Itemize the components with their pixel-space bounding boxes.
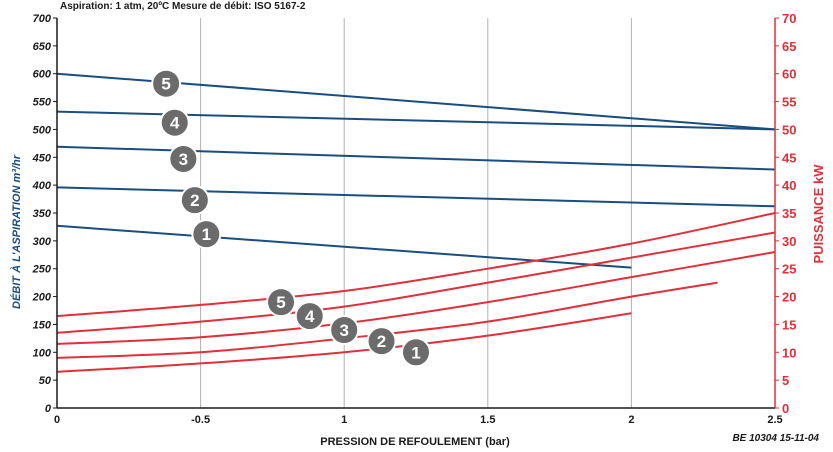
power-lines [56,212,776,373]
right-tick-label: 20 [782,290,796,305]
power-series-badge-5: 5 [266,287,297,318]
left-tick-label: 500 [33,124,52,136]
flow-series-badge-1: 1 [191,219,222,250]
power-series-badge-3: 3 [329,315,360,345]
right-tick-label: 45 [782,150,796,165]
badge-circle [366,326,397,357]
badge-circle [294,301,325,332]
badge-label: 4 [305,307,315,326]
badge-label: 3 [339,321,348,340]
power-series-badge-4: 4 [294,301,325,332]
right-tick-label: 15 [782,317,796,332]
right-tick-label: 35 [782,206,796,221]
right-tick-label: 55 [782,95,796,110]
badge-circle [266,287,297,318]
power-series-line-1 [56,312,632,373]
left-tick-labels: 0 50 100 150 200 250 300 350 400 450 500 550 600 650 7… [32,13,52,415]
power-series-line-3 [56,251,776,345]
badge-circle [191,219,222,250]
right-axis-label: PUISSANCE kW [811,164,826,264]
left-tick-label: 600 [33,69,52,81]
right-tick-label: 70 [782,11,796,26]
flow-series-line-3 [56,145,776,171]
x-tick-label: 1 [341,414,347,426]
right-tick-label: 25 [782,262,796,277]
badge-circle [179,185,210,216]
badge-label: 3 [179,150,188,169]
right-tick-label: 60 [782,67,796,82]
badge-label: 4 [170,114,180,133]
x-axis-label: PRESSION DE REFOULEMENT (bar) [320,436,510,448]
left-axis-label: DÉBIT À L'ASPIRATION m³/hr [10,154,23,309]
x-tick-label: -0.5 [191,414,210,426]
left-tick-label: 350 [33,208,52,220]
left-tick-label: 700 [33,13,52,25]
flow-series-badge-5: 5 [151,68,182,99]
left-tick-label: 250 [32,264,52,276]
right-tick-label: 65 [782,39,796,54]
flow-series-line-2 [56,186,776,208]
left-tick-label: 50 [39,375,52,387]
power-series-line-2 [56,281,718,359]
badge-circle [159,107,190,138]
left-tick-label: 0 [45,403,52,415]
left-tick-label: 200 [32,292,52,304]
left-tick-label: 400 [32,180,52,192]
left-tick-label: 300 [33,236,52,248]
axes [53,17,779,409]
flow-series-badge-3: 3 [168,143,199,174]
x-tick-label: 1.5 [480,414,495,426]
badge-circle [151,68,182,99]
right-tick-label: 40 [782,178,796,193]
x-tick-label: 2 [628,414,634,426]
badge-label: 5 [276,293,285,312]
flow-lines [56,72,776,269]
flow-series-badge-2: 2 [179,185,210,216]
badge-circle [329,315,360,345]
badge-label: 2 [190,191,199,210]
right-tick-label: 5 [782,373,789,388]
x-tick-label: 0 [54,414,60,426]
left-tick-label: 650 [33,41,52,53]
badge-label: 5 [161,75,170,94]
power-series-line-5 [56,212,776,318]
right-tick-label: 50 [782,122,796,137]
badge-label: 1 [202,225,211,244]
right-tick-label: 0 [782,401,789,416]
left-tick-label: 100 [33,347,52,359]
left-tick-label: 550 [33,97,52,109]
measurement-note: Aspiration: 1 atm, 20ºC Mesure de débit:… [60,1,306,12]
left-tick-label: 450 [32,152,52,164]
left-tick-label: 150 [33,319,52,331]
right-tick-label: 30 [782,234,796,249]
right-tick-label: 10 [782,345,796,360]
badge-circle [401,337,431,368]
right-tick-labels: 0 5 10 15 20 25 30 35 40 45 50 55 60 65 70 [782,11,796,416]
x-tick-label: 2.5 [767,414,782,426]
badge-label: 2 [377,332,386,351]
flow-series-badge-4: 4 [159,107,190,138]
power-series-badge-1: 1 [401,337,431,368]
badge-circle [168,143,199,174]
badge-label: 1 [411,343,420,362]
document-code: BE 10304 15-11-04 [732,433,819,444]
x-tick-labels: 0 -0.5 1 1.5 2 2.5 [54,414,783,426]
power-series-line-4 [56,231,776,334]
power-series-badge-2: 2 [366,326,397,357]
